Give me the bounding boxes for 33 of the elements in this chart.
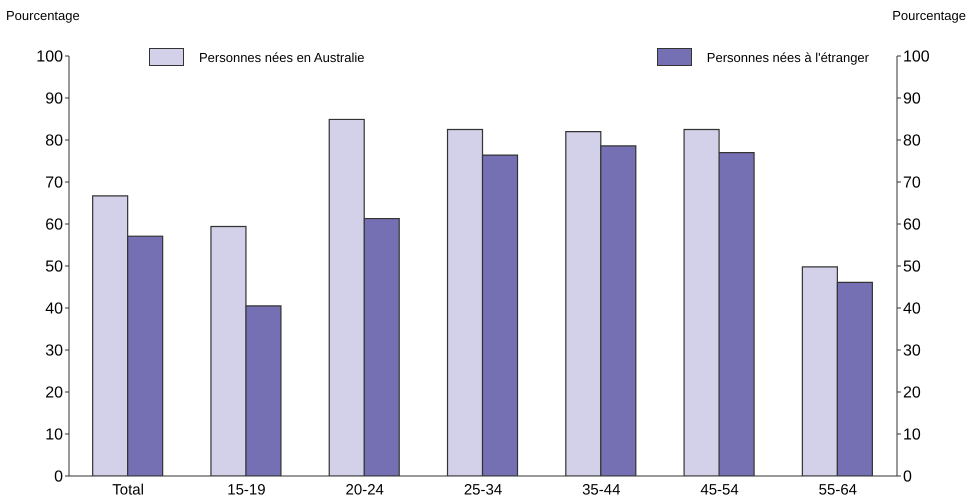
y2-tick-label: 60 (903, 216, 921, 234)
y-axis-title: Pourcentage (6, 8, 80, 23)
y-tick-label: 10 (45, 426, 64, 444)
x-tick-label: 15-19 (227, 482, 266, 499)
y2-tick-label: 10 (903, 426, 921, 444)
y-tick-label: 20 (45, 384, 64, 402)
y-tick-label: 60 (45, 216, 64, 234)
y2-tick-label: 40 (903, 300, 921, 318)
x-tick-label: 25-34 (464, 482, 502, 499)
y-tick-label: 40 (45, 300, 64, 318)
x-tick-label: 35-44 (582, 482, 620, 499)
x-tick-label: 45-54 (700, 482, 739, 499)
y2-tick-label: 50 (903, 258, 921, 276)
y2-tick-label: 100 (903, 48, 930, 66)
y-tick-label: 50 (45, 258, 64, 276)
y2-tick-label: 20 (903, 384, 921, 402)
y2-tick-label: 90 (903, 90, 921, 108)
legend-label: Personnes nées à l'étranger (706, 50, 869, 64)
y-tick-label: 80 (45, 132, 64, 150)
x-tick-label: 55-64 (818, 482, 858, 499)
y2-tick-label: 0 (903, 468, 912, 486)
y2-tick-label: 70 (903, 174, 921, 192)
y-tick-label: 0 (54, 468, 64, 486)
y-tick-label: 100 (36, 48, 64, 66)
y2-tick-label: 30 (903, 342, 921, 360)
x-tick-label: 20-24 (346, 482, 384, 499)
y-tick-label: 30 (45, 342, 64, 360)
y-tick-label: 90 (45, 90, 64, 108)
legend-label: Personnes nées en Australie (199, 50, 364, 64)
y2-axis-title: Pourcentage (892, 8, 966, 23)
y-tick-label: 70 (45, 174, 64, 192)
y2-tick-label: 80 (903, 132, 921, 150)
x-tick-label: Total (112, 482, 144, 499)
